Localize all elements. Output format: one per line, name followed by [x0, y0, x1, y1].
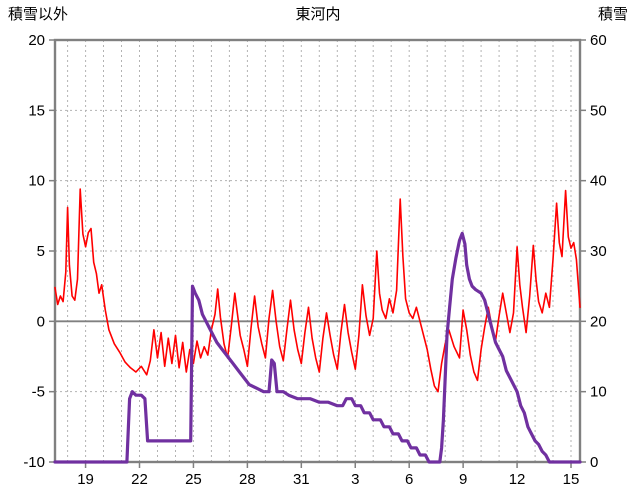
svg-text:30: 30: [590, 243, 607, 260]
svg-text:-10: -10: [23, 454, 45, 471]
svg-text:5: 5: [37, 243, 45, 260]
svg-text:10: 10: [590, 384, 607, 401]
svg-text:31: 31: [293, 471, 310, 488]
svg-text:10: 10: [28, 173, 45, 190]
svg-text:20: 20: [28, 32, 45, 49]
svg-text:0: 0: [590, 454, 598, 471]
svg-text:40: 40: [590, 173, 607, 190]
svg-text:50: 50: [590, 102, 607, 119]
svg-text:6: 6: [405, 471, 413, 488]
left-axis-title: 積雪以外: [8, 6, 69, 23]
svg-text:25: 25: [185, 471, 202, 488]
svg-text:9: 9: [459, 471, 467, 488]
svg-text:28: 28: [239, 471, 256, 488]
svg-text:15: 15: [563, 471, 580, 488]
svg-text:19: 19: [77, 471, 94, 488]
svg-text:12: 12: [509, 471, 526, 488]
svg-text:60: 60: [590, 32, 607, 49]
svg-text:0: 0: [37, 313, 45, 330]
svg-text:3: 3: [351, 471, 359, 488]
svg-text:-5: -5: [32, 384, 45, 401]
svg-text:20: 20: [590, 313, 607, 330]
svg-text:15: 15: [28, 102, 45, 119]
svg-text:22: 22: [131, 471, 148, 488]
right-axis-title: 積雪: [597, 6, 628, 23]
chart-title: 東河内: [295, 6, 341, 23]
